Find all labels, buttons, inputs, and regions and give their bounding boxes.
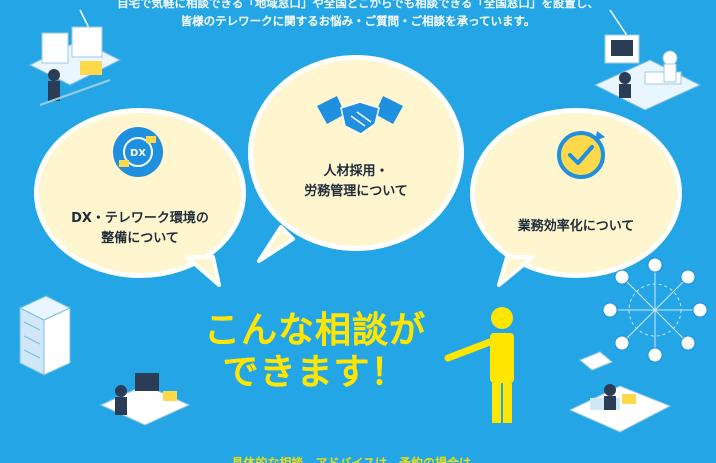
network-illustration <box>602 257 708 363</box>
main-title: こんな相談が できます！ <box>200 310 430 394</box>
hr-bubble-line-2: 労務管理について <box>304 184 408 199</box>
efficiency-bubble-line-1: 業務効率化について <box>517 219 635 234</box>
dx-bubble-line-2: 整備について <box>101 231 179 246</box>
presenter-figure-illustration <box>444 307 514 423</box>
hr-bubble-line-1: 人材採用・ <box>323 164 389 179</box>
dx-bubble-tail <box>185 255 221 287</box>
main-title-line-1: こんな相談が <box>203 310 426 351</box>
dx-bubble-line-1: DX・テレワーク環境の <box>71 211 209 226</box>
main-title-line-2: できます！ <box>222 352 408 393</box>
hr-bubble-tail <box>257 225 295 263</box>
header-text: 自宅で気軽に相談できる「地域窓口」や全国どこからでも相談できる「全国窓口」を設置… <box>0 0 716 30</box>
efficiency-consultation-bubble: 業務効率化について <box>470 108 682 278</box>
hr-bubble-label: 人材採用・ 労務管理について <box>253 162 459 202</box>
sofa-worker-illustration <box>568 351 672 433</box>
efficiency-bubble-label: 業務効率化について <box>475 217 677 237</box>
handshake-icon <box>317 96 403 135</box>
clock-check-icon <box>557 131 605 179</box>
header-line-1: 自宅で気軽に相談できる「地域窓口」や全国どこからでも相談できる「全国窓口」を設置… <box>117 0 599 10</box>
footer-text: 具体的な相談、アドバイスは、予約の場合は... <box>231 456 485 463</box>
dx-bubble-label: DX・テレワーク環境の 整備について <box>39 209 241 249</box>
header-line-2: 皆様のテレワークに関するお悩み・ご質問・ご相談を承っています。 <box>180 14 536 28</box>
dx-consultation-bubble: DX DX・テレワーク環境の 整備について <box>34 108 246 278</box>
desk-worker-illustration <box>99 373 191 426</box>
dx-circle-icon: DX <box>113 127 163 177</box>
svg-text:DX: DX <box>130 148 146 159</box>
server-building-illustration <box>18 295 72 376</box>
meeting-room-illustration <box>593 34 702 111</box>
office-desk-illustration <box>28 26 122 106</box>
efficiency-bubble-tail <box>497 255 535 287</box>
hr-consultation-bubble: 人材採用・ 労務管理について <box>248 55 464 251</box>
